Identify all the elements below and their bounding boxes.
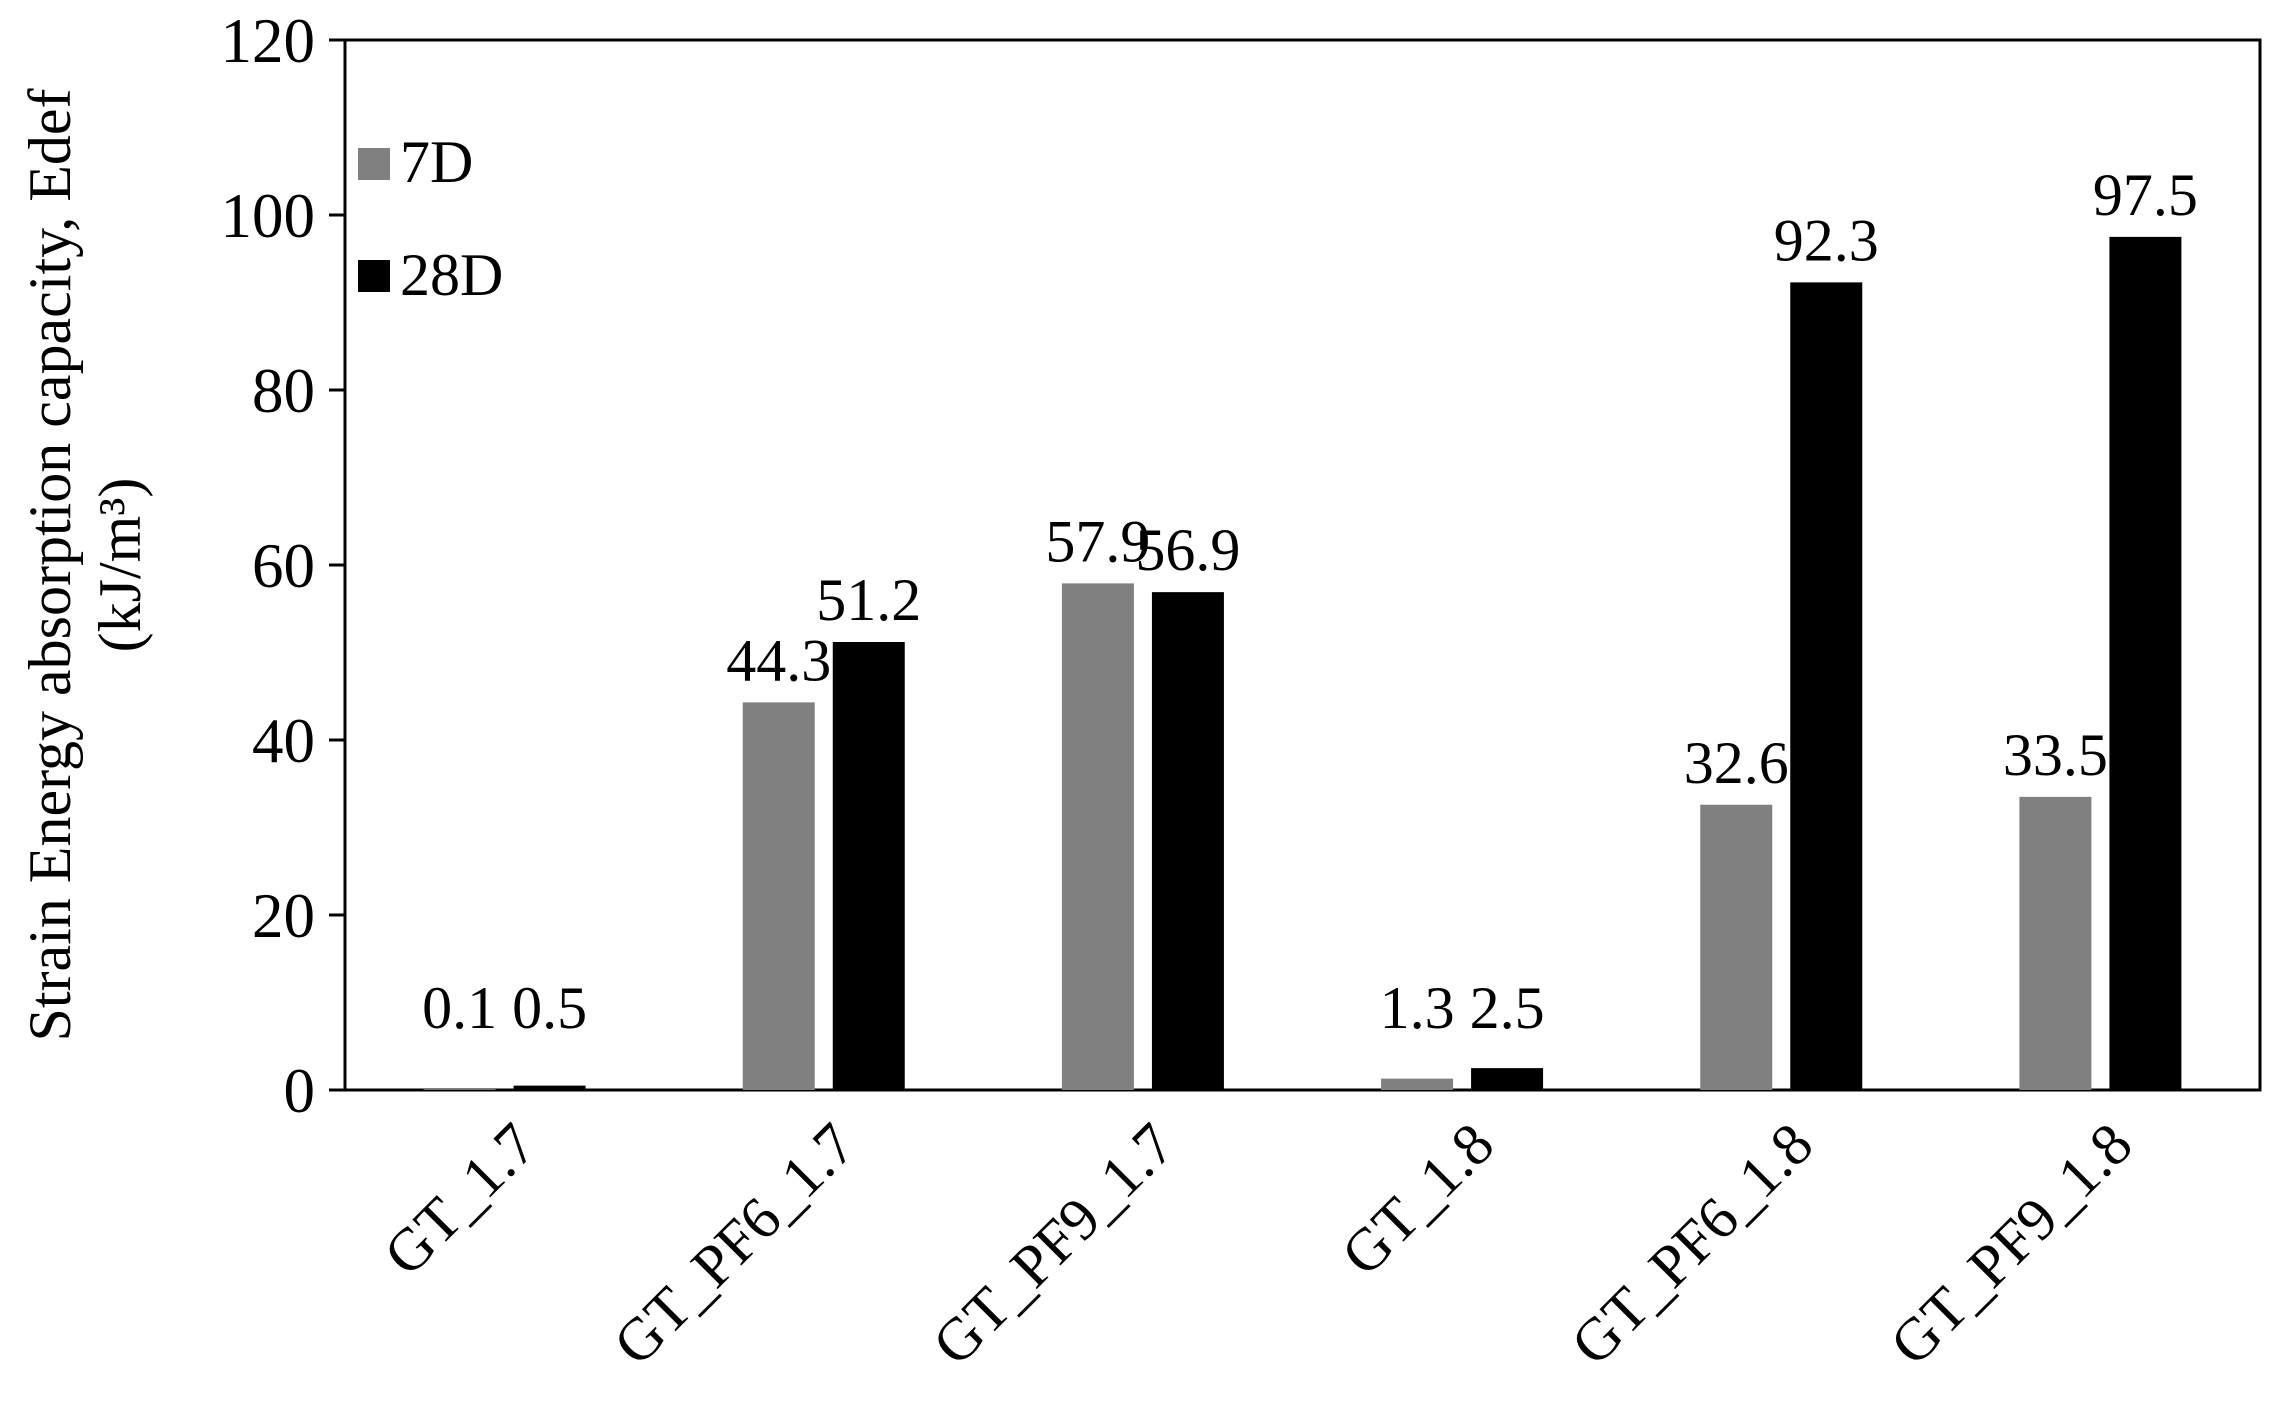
y-tick-label: 20: [252, 881, 315, 951]
data-label: 97.5: [2093, 162, 2198, 228]
data-labels: 0.1 0.5 44.351.2 57.956.9 1.3 2.5 32.6 92.3 33.5…: [422, 162, 2198, 1041]
bar-7d-gt-pf9-1-7: [1061, 583, 1134, 1090]
legend-label-7d: 7D: [400, 129, 473, 195]
data-label: 0.1: [422, 975, 497, 1041]
data-label: 1.3: [1380, 975, 1455, 1041]
y-tick-label: 60: [252, 531, 315, 601]
data-label: 0.5: [512, 975, 587, 1041]
bar-7d-gt-pf9-1-8: [2019, 796, 2092, 1090]
category-label: GT_1.7: [371, 1111, 548, 1288]
category-label: GT_PF6_1.7: [601, 1111, 868, 1378]
data-label: 51.2: [816, 567, 921, 633]
data-label: 57.9: [1045, 508, 1150, 574]
bar-7d-gt-1-7: [423, 1089, 496, 1090]
data-label: 92.3: [1774, 207, 1879, 273]
y-tick-label: 100: [221, 181, 316, 251]
data-label: 56.9: [1135, 517, 1240, 583]
legend-swatch-7d: [358, 148, 390, 180]
bar-28d-gt-pf9-1-7: [1151, 592, 1224, 1090]
legend: 7D 28D: [358, 129, 503, 308]
plot-area: [343, 38, 2262, 1092]
bar-28d-gt-1-7: [513, 1085, 586, 1090]
y-axis-unit: (kJ/m³): [87, 478, 153, 653]
legend-swatch-28d: [358, 260, 390, 292]
y-tick-label: 0: [284, 1056, 316, 1126]
data-label: 44.3: [726, 627, 831, 693]
y-axis-title: Strain Energy absorption capacity, Edef: [17, 88, 83, 1041]
category-label: GT_1.8: [1329, 1111, 1506, 1288]
data-label: 33.5: [2003, 722, 2108, 788]
y-axis: 0 20 40 60 80 100 120: [221, 6, 345, 1126]
legend-label-28d: 28D: [400, 242, 503, 308]
data-label: 32.6: [1684, 730, 1789, 796]
bar-28d-gt-pf9-1-8: [2109, 236, 2182, 1090]
bars: [423, 236, 2182, 1090]
bar-28d-gt-pf6-1-7: [832, 642, 905, 1090]
x-axis: GT_1.7 GT_PF6_1.7 GT_PF9_1.7 GT_1.8 GT_PF6_1…: [371, 1111, 2144, 1378]
y-tick-label: 40: [252, 706, 315, 776]
bar-7d-gt-pf6-1-8: [1700, 804, 1773, 1090]
bar-7d-gt-1-8: [1381, 1078, 1454, 1090]
data-label: 2.5: [1470, 975, 1545, 1041]
bar-28d-gt-pf6-1-8: [1790, 282, 1863, 1090]
category-label: GT_PF9_1.7: [920, 1111, 1187, 1378]
bar-28d-gt-1-8: [1471, 1068, 1544, 1090]
y-tick-label: 80: [252, 356, 315, 426]
category-label: GT_PF9_1.8: [1878, 1111, 2145, 1378]
y-tick-label: 120: [221, 6, 316, 76]
category-label: GT_PF6_1.8: [1558, 1111, 1825, 1378]
bar-7d-gt-pf6-1-7: [742, 702, 815, 1090]
